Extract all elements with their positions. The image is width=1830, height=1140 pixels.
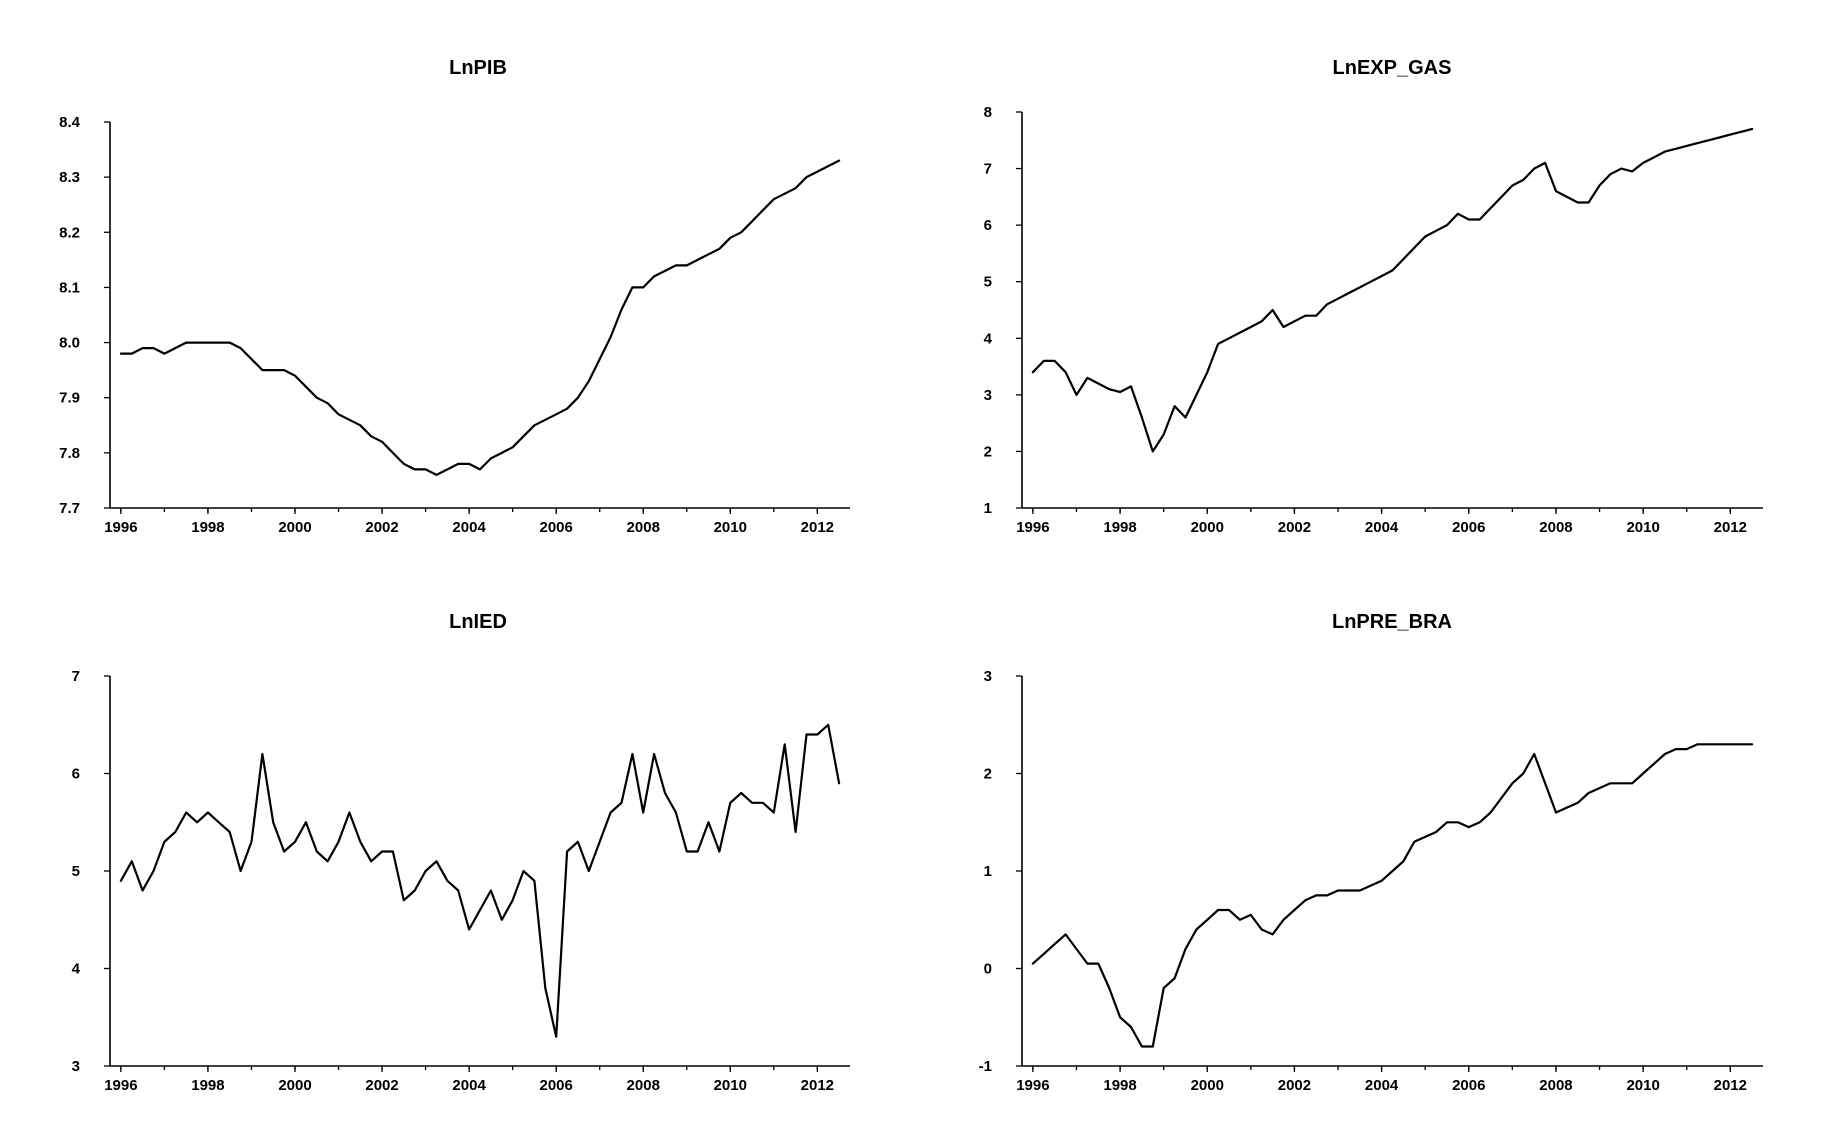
y-tick-label: 6 (984, 217, 992, 234)
x-tick-label: 2000 (1191, 519, 1224, 536)
x-tick-label: 2004 (1365, 1077, 1399, 1094)
x-tick-label: 2004 (1365, 519, 1399, 536)
x-tick-label: 2004 (452, 1077, 486, 1094)
x-tick-label: 2006 (1452, 519, 1485, 536)
series-line-1 (1031, 743, 1754, 1048)
chart-title: LnEXP_GAS (1333, 57, 1452, 79)
y-tick-label: 1 (984, 863, 992, 880)
x-tick-label: 2010 (1626, 519, 1659, 536)
y-tick-label: 3 (984, 387, 992, 404)
y-tick-label: -1 (979, 1058, 992, 1075)
y-tick-label: 8.0 (59, 335, 80, 352)
y-tick-label: 4 (72, 961, 81, 978)
x-tick-label: 1998 (191, 519, 224, 536)
y-tick-label: 8.1 (59, 279, 80, 296)
x-tick-label: 1996 (1016, 1077, 1049, 1094)
x-tick-label: 1998 (1103, 1077, 1136, 1094)
x-tick-label: 2008 (627, 1077, 660, 1094)
x-tick-label: 2000 (278, 1077, 311, 1094)
x-tick-label: 2012 (1714, 1077, 1747, 1094)
x-tick-label: 2012 (801, 1077, 834, 1094)
x-tick-label: 2012 (1714, 519, 1747, 536)
chart-panel-2: LnEXP_GAS 1 2 3 4 5 6 7 8 1996 1998 2000 2002 2004 200… (984, 57, 1763, 536)
y-tick-label: 3 (984, 668, 992, 685)
x-tick-label: 1996 (104, 519, 137, 536)
chart-panel-3: LnIED 3 4 5 6 7 1996 1998 2000 2002 2004 2006 2008 20… (72, 611, 850, 1094)
y-tick-label: 7 (984, 161, 992, 178)
x-tick-label: 2008 (627, 519, 660, 536)
x-tick-label: 2010 (714, 1077, 747, 1094)
x-tick-label: 2002 (1278, 519, 1311, 536)
x-tick-label: 2008 (1539, 1077, 1572, 1094)
x-tick-label: 2004 (452, 519, 486, 536)
x-tick-label: 2008 (1539, 519, 1572, 536)
y-tick-label: 2 (984, 766, 992, 783)
x-tick-label: 2002 (365, 519, 398, 536)
series-line-1 (119, 723, 841, 1038)
chart-panel-4: LnPRE_BRA -1 0 1 2 3 1996 1998 2000 2002 2004 2006 2… (979, 611, 1763, 1094)
x-tick-label: 2012 (801, 519, 834, 536)
y-tick-label: 6 (72, 766, 80, 783)
chart-panel-1: LnPIB 7.7 7.8 7.9 8.0 8.1 8.2 8.3 8.4 1996 1998 200… (59, 57, 850, 536)
x-tick-label: 2000 (278, 519, 311, 536)
y-tick-label: 5 (72, 863, 80, 880)
y-tick-label: 8.2 (59, 224, 80, 241)
y-tick-label: 1 (984, 500, 992, 517)
y-tick-label: 2 (984, 443, 992, 460)
x-tick-label: 2006 (539, 519, 572, 536)
chart-title: LnIED (449, 611, 507, 633)
y-tick-label: 4 (984, 330, 993, 347)
y-tick-label: 7.8 (59, 445, 80, 462)
y-tick-label: 3 (72, 1058, 80, 1075)
x-tick-label: 2002 (1278, 1077, 1311, 1094)
chart-title: LnPIB (449, 57, 507, 79)
y-tick-label: 0 (984, 961, 992, 978)
y-tick-label: 8 (984, 104, 992, 121)
y-tick-label: 7 (72, 668, 80, 685)
x-tick-label: 2006 (1452, 1077, 1485, 1094)
x-tick-label: 1998 (1103, 519, 1136, 536)
x-tick-label: 2010 (1626, 1077, 1659, 1094)
x-tick-label: 1996 (1016, 519, 1049, 536)
x-tick-label: 2002 (365, 1077, 398, 1094)
x-tick-label: 1998 (191, 1077, 224, 1094)
y-tick-label: 7.7 (59, 500, 80, 517)
y-tick-label: 5 (984, 274, 992, 291)
chart-title: LnPRE_BRA (1332, 611, 1452, 633)
x-tick-label: 2010 (714, 519, 747, 536)
series-line-1 (1031, 127, 1754, 453)
series-line-1 (119, 159, 841, 476)
x-tick-label: 1996 (104, 1077, 137, 1094)
x-tick-label: 2000 (1191, 1077, 1224, 1094)
y-tick-label: 8.3 (59, 169, 80, 186)
y-tick-label: 7.9 (59, 390, 80, 407)
x-tick-label: 2006 (539, 1077, 572, 1094)
y-tick-label: 8.4 (59, 114, 81, 131)
